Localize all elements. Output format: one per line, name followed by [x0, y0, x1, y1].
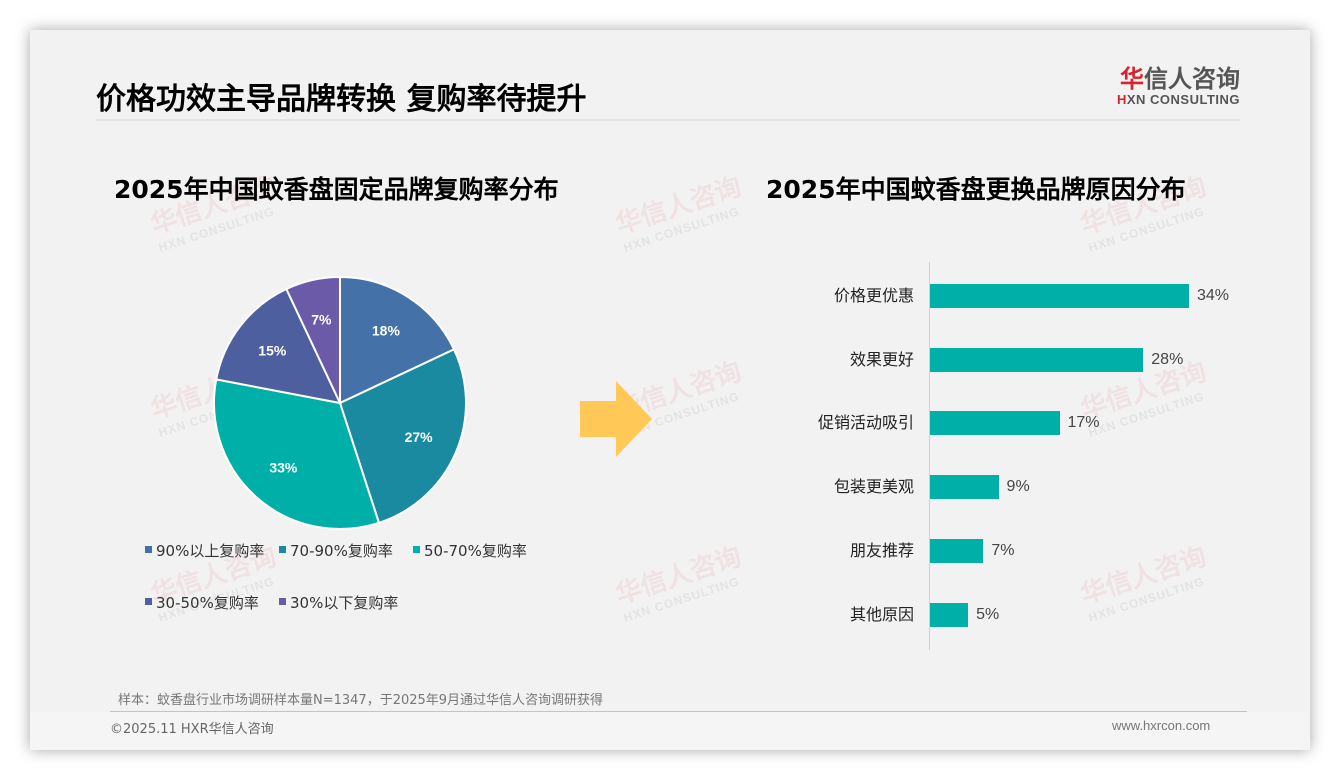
bar-category-label: 效果更好 — [849, 349, 914, 369]
pie-data-label: 18% — [372, 323, 401, 339]
pie-slice — [339, 275, 456, 405]
bar-value-label: 7% — [991, 541, 1015, 559]
copyright: ©2025.11 HXR华信人咨询 — [110, 722, 274, 737]
bar-row: 促销活动吸引 17% — [810, 411, 1250, 436]
bar — [930, 475, 999, 500]
website-link[interactable]: www.hxrcon.com — [1112, 718, 1211, 733]
arrow-right-icon — [580, 381, 652, 462]
legend-swatch — [145, 546, 152, 553]
sample-note: 样本：蚊香盘行业市场调研样本量N=1347，于2025年9月通过华信人咨询调研获… — [118, 693, 604, 708]
slide: 华信人咨询 HXN CONSULTING 华信人咨询 HXN CONSULTING … — [30, 30, 1310, 750]
pie-chart-title: 2025年中国蚊香盘固定品牌复购率分布 — [114, 175, 559, 204]
bar-value-label: 17% — [1067, 414, 1100, 432]
brand-logo: 华信人咨询 HXN CONSULTING — [1116, 65, 1240, 107]
pie-slice — [285, 275, 341, 404]
bar-row: 朋友推荐 7% — [810, 538, 1250, 563]
bar-row: 价格更优惠 34% — [810, 284, 1250, 308]
bar-row: 其他原因 5% — [810, 602, 1250, 627]
legend-swatch — [279, 598, 286, 605]
legend-swatch — [145, 598, 152, 605]
pie-slice — [338, 348, 467, 525]
bar-category-label: 价格更优惠 — [833, 286, 914, 305]
bar-value-label: 34% — [1197, 287, 1230, 304]
bar-category-label: 朋友推荐 — [849, 540, 914, 560]
bar — [930, 347, 1144, 372]
legend-swatch — [413, 546, 420, 553]
pie-chart: 18% 27% 33% 15% 7% — [210, 273, 470, 533]
footer-divider — [110, 711, 1247, 712]
pie-data-label: 27% — [405, 429, 434, 445]
bar-category-label: 包装更美观 — [833, 477, 914, 497]
bar — [930, 602, 969, 627]
pie-slice — [213, 378, 381, 530]
bar-row: 包装更美观 9% — [810, 475, 1250, 500]
footer-band — [30, 712, 1310, 750]
bar-category-label: 其他原因 — [849, 604, 914, 624]
bar-chart-title: 2025年中国蚊香盘更换品牌原因分布 — [766, 175, 1186, 204]
bar — [930, 411, 1060, 436]
pie-data-label: 15% — [258, 342, 287, 358]
legend-item: 30-50%复购率 — [145, 592, 259, 613]
legend-item: 70-90%复购率 — [279, 540, 393, 561]
legend-item: 50-70%复购率 — [413, 540, 527, 561]
legend-item: 30%以下复购率 — [279, 592, 398, 613]
legend-item: 90%以上复购率 — [145, 540, 264, 561]
bar-row: 效果更好 28% — [810, 347, 1250, 372]
page-title: 价格功效主导品牌转换 复购率待提升 — [96, 82, 587, 117]
bar — [930, 538, 984, 563]
title-divider — [96, 119, 1240, 121]
legend-swatch — [279, 546, 286, 553]
pie-slice — [215, 287, 342, 405]
bar-chart: 价格更优惠 34% 效果更好 28% 促销活动吸引 17% 包装更美观 9% 朋友推荐 7% 其他原… — [810, 262, 1250, 650]
bar — [930, 284, 1189, 308]
category-axis — [929, 262, 930, 650]
bar-value-label: 9% — [1006, 478, 1030, 496]
bar-value-label: 28% — [1151, 350, 1184, 368]
pie-data-label: 7% — [311, 311, 332, 327]
bar-category-label: 促销活动吸引 — [817, 413, 914, 433]
pie-data-label: 33% — [269, 459, 298, 475]
bar-value-label: 5% — [976, 605, 1000, 623]
